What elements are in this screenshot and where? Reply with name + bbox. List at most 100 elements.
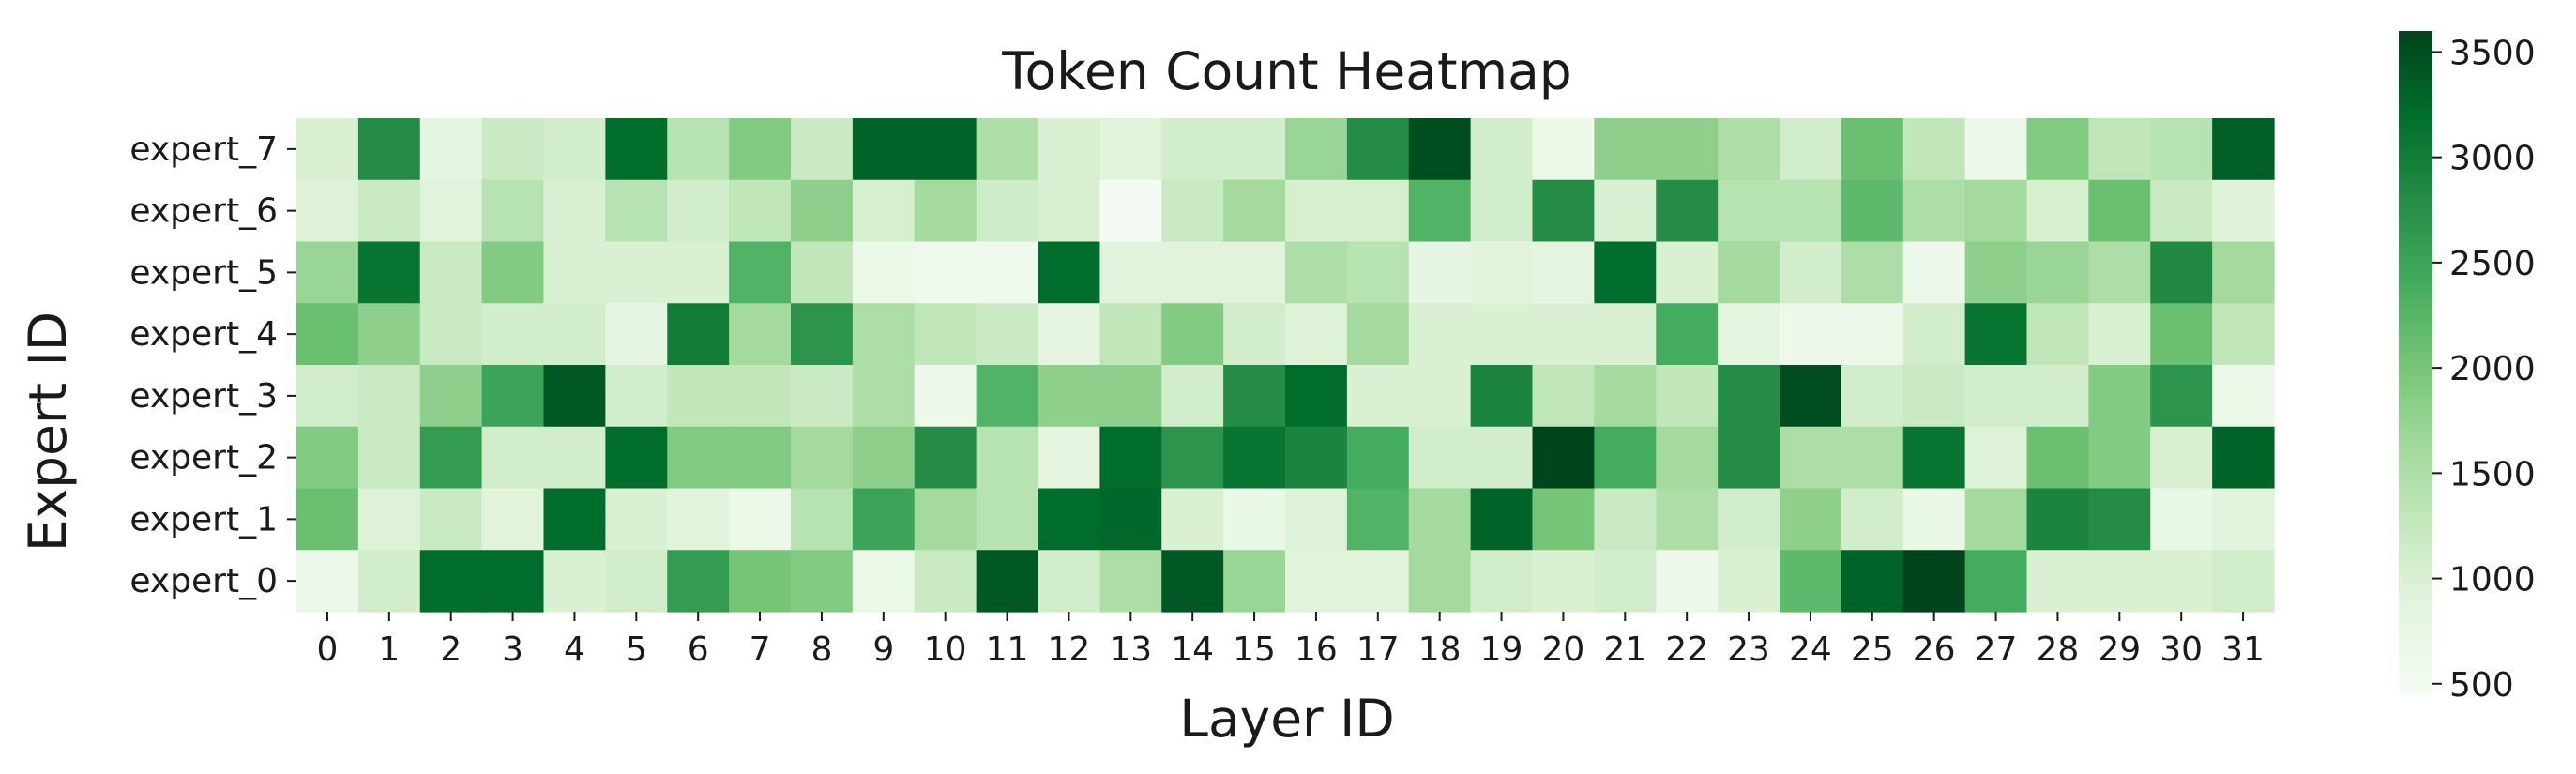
heatmap-cell	[543, 550, 606, 613]
x-tick-label: 28	[2037, 630, 2080, 669]
x-tick-label: 2	[440, 630, 462, 669]
heatmap-cell	[481, 365, 545, 428]
heatmap-cell	[2088, 365, 2151, 428]
heatmap-cell	[1718, 488, 1780, 551]
heatmap-cell	[1038, 365, 1100, 428]
heatmap-cell	[481, 303, 545, 366]
heatmap-cell	[1470, 179, 1534, 243]
y-tick-label: expert_0	[129, 562, 278, 600]
heatmap-cell	[296, 550, 359, 613]
heatmap-cell	[1470, 303, 1534, 366]
heatmap-cell	[729, 118, 792, 181]
heatmap-cell	[1718, 118, 1780, 181]
heatmap-cell	[1780, 488, 1842, 551]
x-tick-label: 15	[1233, 630, 1276, 669]
heatmap-cells	[296, 118, 2275, 613]
heatmap-cell	[2026, 241, 2089, 304]
heatmap-cell	[1902, 550, 1966, 613]
heatmap-cell	[729, 241, 792, 304]
heatmap-cell	[1038, 241, 1100, 304]
heatmap-cell	[1841, 303, 1904, 366]
heatmap-cell	[543, 241, 606, 304]
heatmap-cell	[852, 118, 916, 181]
heatmap-cell	[2026, 488, 2089, 551]
heatmap-cell	[2026, 426, 2089, 490]
heatmap-cell	[605, 488, 668, 551]
heatmap-cell	[1656, 365, 1719, 428]
heatmap-cell	[1841, 550, 1904, 613]
heatmap-cell	[1964, 179, 2028, 243]
heatmap-cell	[357, 303, 421, 366]
heatmap-cell	[1841, 241, 1904, 304]
heatmap-cell	[1902, 118, 1966, 181]
heatmap-cell	[1964, 426, 2028, 490]
heatmap-cell	[605, 426, 668, 490]
heatmap-cell	[1223, 118, 1286, 181]
heatmap-cell	[914, 488, 977, 551]
heatmap-cell	[1285, 365, 1348, 428]
heatmap-cell	[1346, 365, 1410, 428]
heatmap-cell	[1841, 426, 1904, 490]
heatmap-cell	[1346, 550, 1410, 613]
x-tick-label: 5	[626, 630, 647, 669]
heatmap-cell	[357, 365, 421, 428]
heatmap-cell	[1408, 550, 1472, 613]
heatmap-cell	[1780, 550, 1842, 613]
x-tick-label: 1	[378, 630, 400, 669]
heatmap-cell	[1470, 550, 1534, 613]
heatmap-cell	[791, 426, 854, 490]
heatmap-cell	[605, 365, 668, 428]
heatmap-cell	[1964, 118, 2028, 181]
heatmap-cell	[1285, 550, 1348, 613]
heatmap-cell	[1656, 488, 1719, 551]
heatmap-cell	[1099, 550, 1162, 613]
heatmap-cell	[1285, 426, 1348, 490]
x-tick-label: 22	[1665, 630, 1708, 669]
heatmap-cell	[1841, 118, 1904, 181]
heatmap-cell	[914, 550, 977, 613]
heatmap-cell	[296, 179, 359, 243]
heatmap-cell	[1161, 365, 1224, 428]
heatmap-cell	[1099, 179, 1162, 243]
heatmap-cell	[1038, 488, 1100, 551]
heatmap-cell	[1161, 179, 1224, 243]
heatmap-cell	[1532, 488, 1595, 551]
heatmap-cell	[2150, 550, 2213, 613]
heatmap-cell	[1532, 118, 1595, 181]
heatmap-cell	[2088, 550, 2151, 613]
heatmap-cell	[2088, 241, 2151, 304]
heatmap-cell	[1346, 179, 1410, 243]
y-axis-label: Expert ID	[18, 311, 78, 552]
heatmap-cell	[1408, 488, 1472, 551]
heatmap-cell	[419, 365, 483, 428]
heatmap-cell	[1964, 241, 2028, 304]
heatmap-cell	[419, 550, 483, 613]
heatmap-cell	[1656, 426, 1719, 490]
heatmap-cell	[1038, 118, 1100, 181]
heatmap-cell	[605, 303, 668, 366]
heatmap-cell	[1408, 241, 1472, 304]
x-tick-label: 3	[502, 630, 523, 669]
heatmap-cell	[419, 179, 483, 243]
x-tick-label: 6	[688, 630, 709, 669]
heatmap-cell	[852, 550, 916, 613]
heatmap-cell	[1780, 303, 1842, 366]
heatmap-cell	[1099, 365, 1162, 428]
heatmap-cell	[729, 426, 792, 490]
heatmap-cell	[1470, 118, 1534, 181]
heatmap-cell	[1161, 426, 1224, 490]
heatmap-cell	[419, 426, 483, 490]
colorbar	[2399, 31, 2432, 694]
x-tick-label: 4	[564, 630, 585, 669]
heatmap-cell	[1718, 426, 1780, 490]
heatmap-cell	[296, 118, 359, 181]
heatmap-cell	[2212, 488, 2275, 551]
heatmap-cell	[2212, 179, 2275, 243]
heatmap-cell	[1161, 241, 1224, 304]
heatmap-cell	[1594, 241, 1657, 304]
heatmap-cell	[729, 365, 792, 428]
heatmap-cell	[1532, 550, 1595, 613]
heatmap-cell	[729, 488, 792, 551]
y-tick-label: expert_5	[129, 253, 278, 292]
heatmap-cell	[1099, 303, 1162, 366]
